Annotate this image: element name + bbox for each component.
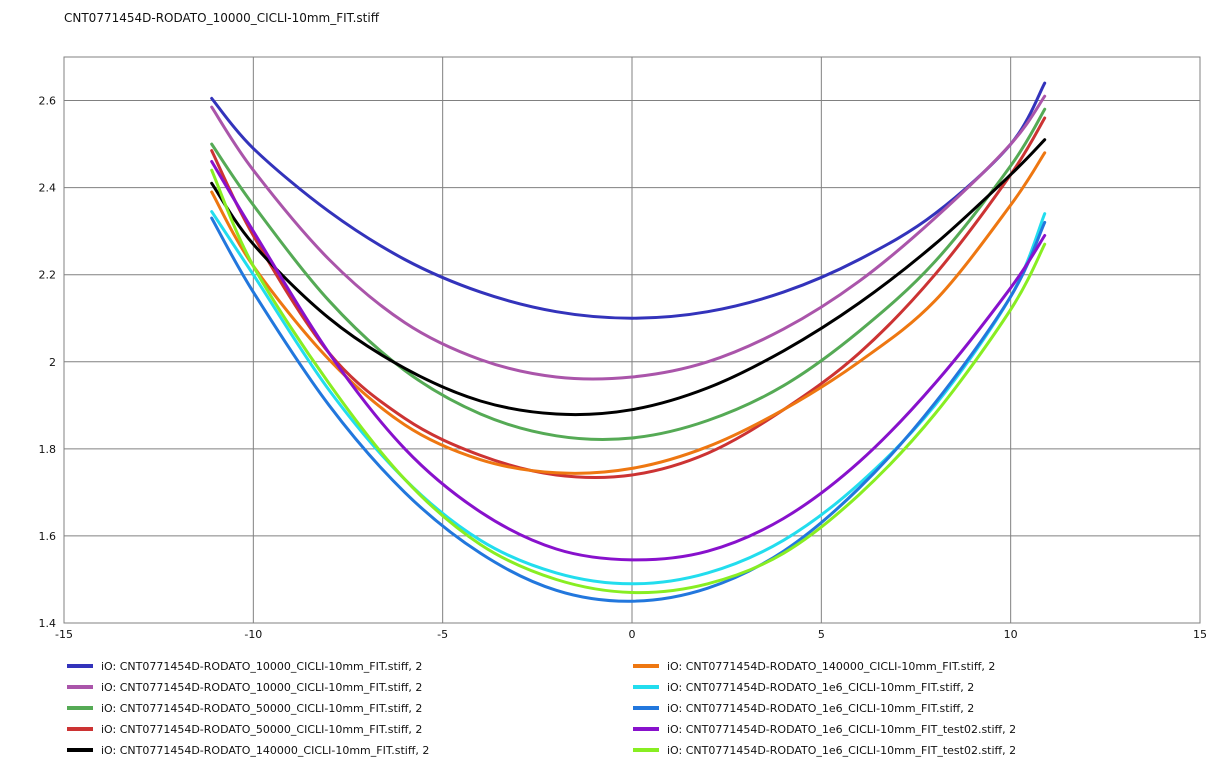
- y-tick-label: 1.8: [39, 443, 57, 456]
- y-tick-label: 1.6: [39, 530, 57, 543]
- y-tick-labels: 1.4 1.6 1.8 2 2.2 2.4 2.6: [39, 95, 57, 630]
- x-tick-label: -10: [244, 628, 262, 641]
- y-tick-label: 1.4: [39, 617, 57, 630]
- x-tick-label: 5: [818, 628, 825, 641]
- series-lines: [210, 81, 1047, 603]
- plot-frame: [63, 56, 1201, 624]
- x-tick-label: 15: [1193, 628, 1207, 641]
- y-tick-label: 2: [49, 356, 56, 369]
- series-line-2: [210, 94, 1047, 381]
- series-line-9: [210, 160, 1047, 562]
- y-tick-label: 2.2: [39, 269, 57, 282]
- series-line-8: [210, 216, 1047, 603]
- series-line-1: [210, 81, 1047, 320]
- x-tick-label: 0: [629, 628, 636, 641]
- x-tick-label: -5: [437, 628, 448, 641]
- series-line-6: [210, 151, 1047, 475]
- x-tick-label: 10: [1004, 628, 1018, 641]
- series-line-3: [210, 107, 1047, 441]
- chart-title: CNT0771454D-RODATO_10000_CICLI-10mm_FIT.…: [64, 11, 379, 25]
- series-line-10: [210, 168, 1047, 595]
- x-tick-label: -15: [55, 628, 73, 641]
- y-tick-label: 2.4: [39, 182, 57, 195]
- y-tick-label: 2.6: [39, 95, 57, 108]
- x-tick-labels: -15 -10 -5 0 5 10 15: [55, 628, 1207, 641]
- series-line-5: [210, 138, 1047, 417]
